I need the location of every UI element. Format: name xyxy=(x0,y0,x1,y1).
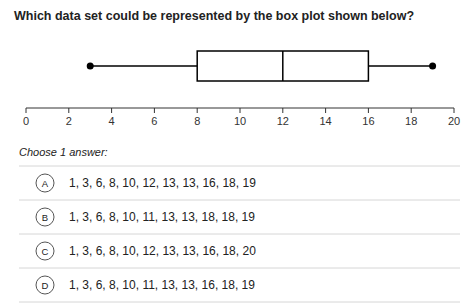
tick-label: 18 xyxy=(405,115,417,127)
tick xyxy=(411,108,412,113)
tick xyxy=(454,108,455,113)
whisker xyxy=(90,65,197,67)
title: Which data set could be represented by t… xyxy=(14,9,414,23)
tick xyxy=(154,108,155,113)
option-letter: B xyxy=(42,212,48,223)
tick-label: 16 xyxy=(362,115,374,127)
median xyxy=(282,51,284,81)
tick xyxy=(68,108,69,113)
chart: Which data set could be represented by t… xyxy=(0,0,474,308)
option-letter: A xyxy=(42,178,49,189)
tick-label: 20 xyxy=(448,115,460,127)
box-plot xyxy=(87,51,436,81)
option-badge[interactable] xyxy=(36,242,54,260)
tick xyxy=(111,108,112,113)
option-text[interactable]: 1, 3, 6, 8, 10, 11, 13, 13, 16, 18, 19 xyxy=(69,278,255,292)
tick-label: 14 xyxy=(319,115,331,127)
separator xyxy=(19,166,460,167)
whisker xyxy=(368,65,432,67)
option-text[interactable]: 1, 3, 6, 8, 10, 12, 13, 13, 16, 18, 19 xyxy=(69,176,256,190)
prompt: Choose 1 answer: xyxy=(19,146,108,158)
separator xyxy=(19,234,460,235)
tick-label: 2 xyxy=(66,115,72,127)
tick xyxy=(325,108,326,113)
tick xyxy=(368,108,369,113)
tick-label: 6 xyxy=(151,115,157,127)
option-badge[interactable] xyxy=(36,174,54,192)
tick xyxy=(26,108,27,113)
min-dot xyxy=(87,63,94,70)
option-badge[interactable] xyxy=(36,208,54,226)
tick xyxy=(240,108,241,113)
tick xyxy=(197,108,198,113)
tick xyxy=(282,108,283,113)
tick-label: 0 xyxy=(23,115,29,127)
separator xyxy=(19,268,460,269)
tick-label: 8 xyxy=(194,115,200,127)
option-letter: C xyxy=(42,246,49,257)
tick-label: 10 xyxy=(234,115,246,127)
separator xyxy=(19,302,460,303)
tick-label: 12 xyxy=(277,115,289,127)
option-badge[interactable] xyxy=(36,276,54,294)
max-dot xyxy=(429,63,436,70)
option-text[interactable]: 1, 3, 6, 8, 10, 12, 13, 13, 16, 18, 20 xyxy=(69,244,256,258)
separator xyxy=(19,200,460,201)
box xyxy=(197,51,368,81)
tick-label: 4 xyxy=(109,115,115,127)
option-text[interactable]: 1, 3, 6, 8, 10, 11, 13, 13, 18, 18, 19 xyxy=(69,210,255,224)
option-letter: D xyxy=(42,280,49,291)
